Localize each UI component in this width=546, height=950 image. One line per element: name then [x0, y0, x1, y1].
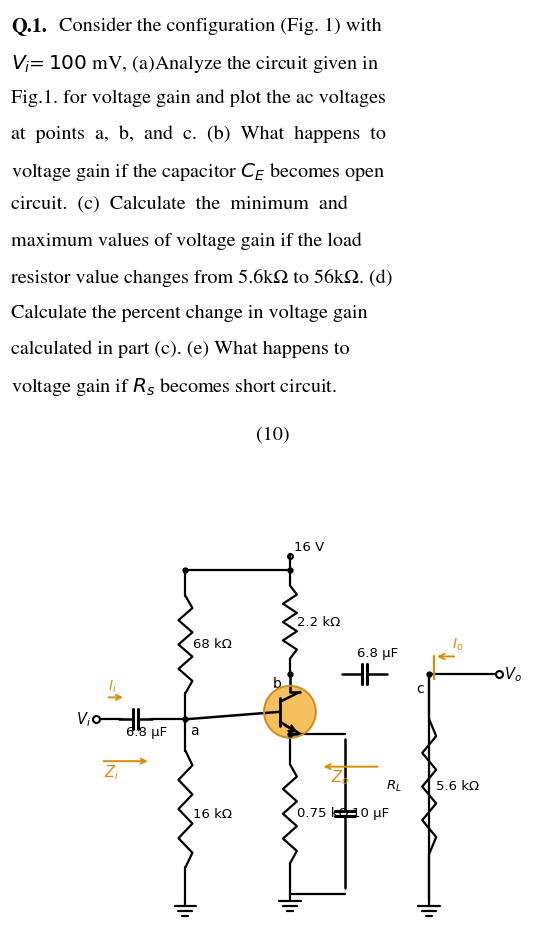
Text: $V_i$= $\mathit{100}$ mV, (a)Analyze the circuit given in: $V_i$= $\mathit{100}$ mV, (a)Analyze the… — [11, 53, 380, 75]
Text: Consider the configuration (Fig. 1) with: Consider the configuration (Fig. 1) with — [54, 17, 382, 35]
Text: circuit.  (c)  Calculate  the  minimum  and: circuit. (c) Calculate the minimum and — [11, 197, 348, 214]
Text: Fig.1. for voltage gain and plot the ac voltages: Fig.1. for voltage gain and plot the ac … — [11, 89, 386, 106]
Text: calculated in part (c). (e) What happens to: calculated in part (c). (e) What happens… — [11, 340, 350, 358]
Text: 5.6 kΩ: 5.6 kΩ — [436, 780, 479, 793]
Text: resistor value changes from 5.6kΩ to 56kΩ. (d): resistor value changes from 5.6kΩ to 56k… — [11, 269, 393, 287]
Text: at  points  a,  b,  and  c.  (b)  What  happens  to: at points a, b, and c. (b) What happens … — [11, 125, 387, 142]
Text: 16 kΩ: 16 kΩ — [193, 808, 233, 821]
Text: 6.8 μF: 6.8 μF — [126, 726, 167, 739]
Text: Calculate the percent change in voltage gain: Calculate the percent change in voltage … — [11, 305, 368, 322]
Text: 10 μF: 10 μF — [352, 808, 389, 820]
Text: (10): (10) — [256, 427, 290, 444]
Text: maximum values of voltage gain if the load: maximum values of voltage gain if the lo… — [11, 233, 362, 251]
Text: 68 kΩ: 68 kΩ — [193, 638, 232, 651]
Text: c: c — [417, 682, 424, 696]
Text: Q.1.: Q.1. — [11, 17, 47, 35]
Text: b: b — [273, 677, 282, 692]
Text: $Z_o$: $Z_o$ — [331, 769, 349, 788]
Text: voltage gain if $R_s$ becomes short circuit.: voltage gain if $R_s$ becomes short circ… — [11, 376, 337, 398]
Text: 2.2 kΩ: 2.2 kΩ — [297, 616, 340, 629]
Text: $V_o$: $V_o$ — [504, 665, 521, 684]
Circle shape — [264, 686, 316, 738]
Text: $V_i$: $V_i$ — [76, 710, 91, 729]
Text: $I_i$: $I_i$ — [108, 679, 117, 695]
Text: $I_o$: $I_o$ — [452, 637, 464, 654]
Text: voltage gain if the capacitor $C_E$ becomes open: voltage gain if the capacitor $C_E$ beco… — [11, 161, 386, 183]
Text: 0.75 kΩ: 0.75 kΩ — [297, 808, 348, 820]
Text: $R_L$: $R_L$ — [385, 779, 401, 794]
Text: 16 V: 16 V — [294, 541, 324, 554]
Text: $Z_i$: $Z_i$ — [104, 763, 119, 782]
Text: a: a — [191, 724, 199, 738]
Text: 6.8 μF: 6.8 μF — [357, 648, 397, 660]
